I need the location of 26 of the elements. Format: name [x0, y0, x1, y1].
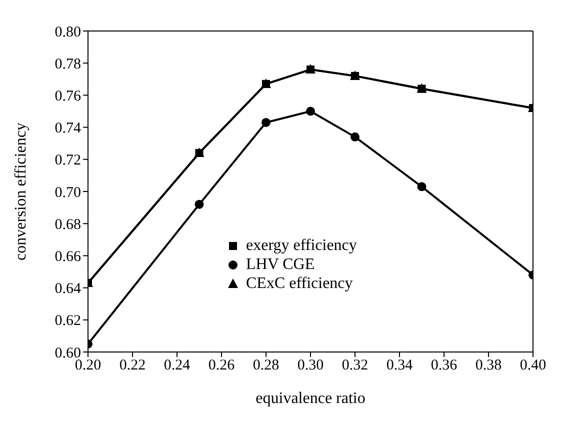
x-tick-label: 0.26	[208, 358, 236, 374]
y-tick-label: 0.72	[54, 152, 81, 169]
y-tick-label: 0.66	[54, 249, 82, 266]
x-tick-label: 0.38	[475, 358, 502, 374]
x-tick-label: 0.40	[520, 358, 546, 374]
y-tick-label: 0.78	[54, 56, 81, 72]
legend-label: CExC efficiency	[246, 274, 353, 293]
x-tick-label: 0.28	[252, 358, 280, 374]
x-axis-title: equivalence ratio	[256, 390, 366, 407]
y-tick-label: 0.76	[54, 88, 82, 105]
x-tick-label: 0.34	[386, 358, 414, 374]
y-tick-label: 0.80	[54, 24, 81, 40]
x-tick-label: 0.24	[164, 358, 191, 374]
y-tick-label: 0.64	[54, 281, 82, 298]
legend-label: exergy efficiency	[246, 236, 357, 255]
legend-label: LHV CGE	[246, 255, 315, 274]
y-tick-label: 0.62	[54, 313, 81, 330]
x-tick-label: 0.32	[342, 358, 368, 374]
y-axis-title: conversion efficiency	[12, 122, 30, 260]
x-tick-label: 0.22	[119, 358, 146, 374]
x-tick-label: 0.36	[430, 358, 458, 374]
y-tick-label: 0.68	[54, 216, 81, 233]
x-tick-label: 0.20	[74, 358, 102, 374]
y-tick-label: 0.74	[54, 120, 82, 137]
x-tick-label: 0.30	[297, 358, 324, 374]
y-tick-label: 0.70	[54, 184, 81, 201]
